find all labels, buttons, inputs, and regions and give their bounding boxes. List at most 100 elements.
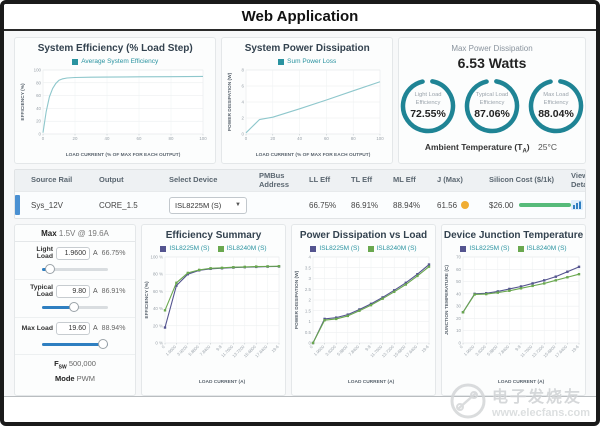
svg-text:0: 0: [245, 136, 248, 141]
device-junction-temperature-legend: ISL8225M (S) ISL8240M (S): [442, 244, 585, 253]
svg-text:JUNCTION TEMPERATURE (C): JUNCTION TEMPERATURE (C): [444, 265, 450, 335]
svg-text:80: 80: [169, 136, 174, 141]
svg-text:3.5: 3.5: [304, 266, 311, 271]
legend-item[interactable]: Average System Efficiency: [72, 57, 158, 66]
svg-text:3.9200: 3.9200: [474, 344, 487, 357]
svg-text:60: 60: [456, 267, 461, 272]
svg-text:9.8: 9.8: [364, 344, 372, 352]
gauge-ring-icon: [528, 78, 584, 134]
power-dissipation-chart-canvas: 00.511.522.533.540 1.9600 3.9200 5.8800 7.84…: [294, 255, 430, 385]
svg-text:4: 4: [308, 255, 311, 260]
cost-bar-indicator: [519, 203, 571, 208]
svg-text:1.9600: 1.9600: [312, 344, 325, 357]
svg-text:0: 0: [242, 132, 245, 137]
system-efficiency-chart-canvas: 0 20 40 60 80 100 0 20 40 60 80 100 LOAD CURRENT (% …: [20, 68, 207, 159]
svg-text:1.5: 1.5: [304, 309, 311, 314]
svg-text:1: 1: [308, 319, 311, 324]
legend-swatch-icon: [217, 245, 224, 252]
svg-text:8: 8: [242, 68, 245, 73]
max-load-slider[interactable]: [42, 339, 108, 350]
legend-item[interactable]: ISL8240M (S): [517, 244, 567, 253]
temperature-warning-dot-icon: [461, 201, 470, 210]
svg-text:3.9200: 3.9200: [324, 344, 337, 357]
system-efficiency-legend: Average System Efficiency: [15, 57, 215, 66]
legend-swatch-icon: [72, 58, 79, 65]
dashboard-content: System Efficiency (% Load Step) Average …: [4, 31, 596, 397]
svg-text:20 %: 20 %: [152, 324, 162, 329]
page-title: Web Application: [4, 4, 596, 31]
efficiency-summary-title: Efficiency Summary: [165, 230, 262, 242]
legend-item[interactable]: ISL8225M (S): [160, 244, 210, 253]
svg-text:6: 6: [242, 84, 245, 89]
svg-text:80: 80: [36, 80, 41, 85]
svg-text:80: 80: [351, 136, 356, 141]
svg-text:17.6400: 17.6400: [254, 344, 269, 359]
svg-text:LOAD CURRENT (A): LOAD CURRENT (A): [347, 379, 394, 385]
legend-item[interactable]: Sum Power Loss: [278, 57, 336, 66]
svg-text:4: 4: [242, 100, 245, 105]
view-chart-icon[interactable]: [571, 200, 583, 211]
system-power-dissipation-title: System Power Dissipation: [244, 43, 370, 54]
device-select-dropdown[interactable]: ISL8225M (S) ▼: [169, 196, 247, 214]
svg-text:2.5: 2.5: [304, 287, 311, 292]
max-load-input[interactable]: 19.60: [56, 322, 90, 336]
svg-text:0: 0: [160, 344, 166, 350]
svg-text:10: 10: [456, 328, 461, 333]
svg-text:LOAD CURRENT (A): LOAD CURRENT (A): [497, 379, 544, 385]
max-power-summary-panel: Max Power Dissipation 6.53 Watts Light L…: [398, 37, 586, 164]
max-load-label: Max Load: [21, 325, 53, 333]
chevron-down-icon: ▼: [235, 202, 241, 209]
col-pmbus-address: PMBus Address: [259, 171, 290, 189]
svg-text:40 %: 40 %: [152, 306, 162, 311]
light-load-slider[interactable]: [42, 264, 108, 275]
light-load-input[interactable]: 1.9600: [56, 246, 90, 260]
svg-text:60: 60: [36, 93, 41, 98]
slider-thumb[interactable]: [44, 264, 55, 275]
system-power-dissipation-panel: System Power Dissipation Sum Power Loss …: [221, 37, 393, 164]
svg-text:LOAD CURRENT (A): LOAD CURRENT (A): [198, 379, 245, 385]
switching-frequency: FSW 500,000 Mode PWM: [15, 355, 135, 383]
svg-text:0 %: 0 %: [155, 341, 163, 346]
svg-text:9.8: 9.8: [215, 344, 223, 352]
typical-load-slider[interactable]: [42, 302, 108, 313]
svg-text:20: 20: [271, 136, 276, 141]
cell-silicon-cost: $26.00: [489, 201, 571, 210]
svg-text:1.9600: 1.9600: [164, 344, 177, 357]
legend-swatch-icon: [310, 245, 317, 252]
svg-text:17.6400: 17.6400: [403, 344, 418, 359]
svg-text:LOAD CURRENT (% OF MAX FOR EAC: LOAD CURRENT (% OF MAX FOR EACH OUTPUT): [256, 152, 371, 158]
typical-load-input[interactable]: 9.80: [56, 284, 90, 298]
efficiency-summary-legend: ISL8225M (S) ISL8240M (S): [142, 244, 285, 253]
gauge-ring-icon: [400, 78, 456, 134]
svg-text:40: 40: [297, 136, 302, 141]
power-dissipation-vs-load-title: Power Dissipation vs Load: [299, 230, 428, 242]
system-efficiency-title: System Efficiency (% Load Step): [37, 43, 193, 54]
slider-thumb[interactable]: [68, 302, 79, 313]
svg-text:3: 3: [308, 276, 311, 281]
svg-text:20: 20: [36, 119, 41, 124]
col-j-max: J (Max): [437, 175, 463, 185]
cell-output: CORE_1.5: [99, 200, 138, 210]
row-accent-bar: [15, 195, 20, 216]
legend-item[interactable]: ISL8240M (S): [217, 244, 267, 253]
col-select-device: Select Device: [169, 175, 218, 185]
light-load-control: Light Load 1.9600 A 66.75%: [15, 242, 135, 281]
svg-text:0: 0: [42, 136, 45, 141]
cell-ml-eff: 88.94%: [393, 200, 421, 210]
legend-item[interactable]: ISL8240M (S): [367, 244, 417, 253]
col-view-details: View Details: [571, 171, 585, 189]
legend-item[interactable]: ISL8225M (S): [460, 244, 510, 253]
legend-item[interactable]: ISL8225M (S): [310, 244, 360, 253]
svg-text:30: 30: [456, 304, 461, 309]
svg-text:0: 0: [458, 344, 464, 350]
svg-text:7.8400: 7.8400: [198, 344, 211, 357]
cell-tl-eff: 86.91%: [351, 200, 379, 210]
svg-text:40: 40: [456, 292, 461, 297]
system-efficiency-panel: System Efficiency (% Load Step) Average …: [14, 37, 217, 164]
col-tl-eff: TL Eff: [351, 175, 373, 185]
slider-thumb[interactable]: [98, 339, 108, 350]
typical-load-label: Typical Load: [30, 284, 53, 299]
table-row[interactable]: Sys_12V CORE_1.5 ISL8225M (S) ▼ 66.75% 8…: [15, 191, 585, 219]
